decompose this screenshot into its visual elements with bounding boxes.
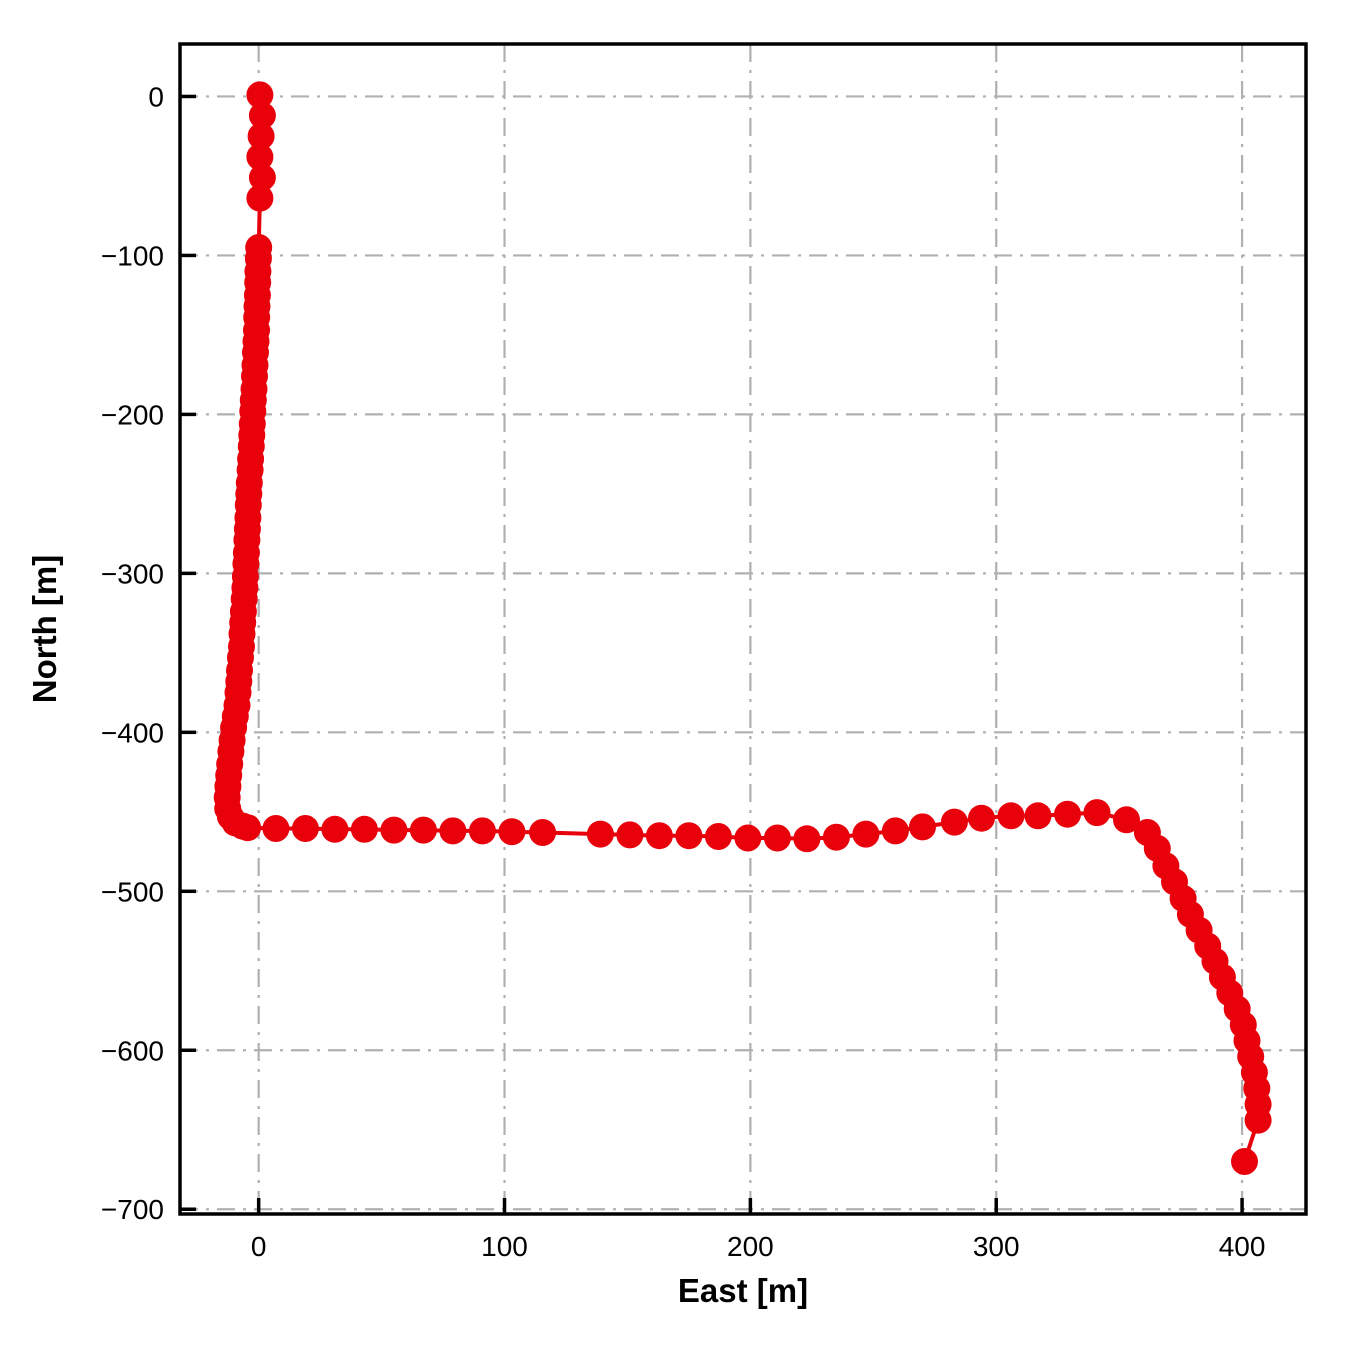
axes-spines [178, 42, 1308, 1216]
trajectory-point-marker [409, 816, 437, 844]
x-tick-label: 0 [251, 1231, 267, 1262]
trajectory-point-marker [350, 815, 378, 843]
trajectory-series [213, 81, 1272, 1175]
grid-lines [180, 44, 1306, 1214]
trajectory-point-marker [1244, 1106, 1272, 1134]
trajectory-point-marker [321, 815, 349, 843]
trajectory-point-marker [822, 823, 850, 851]
trajectory-point-marker [968, 804, 995, 832]
trajectory-point-marker [704, 823, 732, 850]
trajectory-point-marker [909, 813, 936, 841]
tick-marks [180, 94, 1244, 1214]
trajectory-point-marker [1024, 802, 1052, 830]
trajectory-point-marker [291, 815, 319, 842]
x-axis-label: East [m] [678, 1272, 808, 1309]
y-tick-label: −200 [101, 399, 164, 430]
trajectory-point-marker [498, 818, 526, 846]
trajectory-point-marker [234, 814, 262, 842]
trajectory-point-marker [468, 817, 496, 845]
trajectory-point-marker [246, 184, 274, 212]
y-tick-label: −600 [101, 1035, 164, 1066]
x-tick-label: 100 [481, 1231, 528, 1262]
trajectory-point-marker [734, 824, 762, 852]
trajectory-point-marker [645, 822, 673, 850]
trajectory-point-marker [1054, 800, 1081, 828]
trajectory-point-marker [1083, 799, 1111, 827]
y-tick-label: −700 [101, 1194, 164, 1225]
x-tick-label: 300 [973, 1231, 1020, 1262]
y-tick-label: −500 [101, 876, 164, 907]
y-tick-label: −400 [101, 717, 164, 748]
y-tick-label: −100 [101, 240, 164, 271]
tick-labels: 0 100 200 300 400 0 −100 −200 −300 −400 −500 −600 −7… [101, 81, 1266, 1262]
trajectory-point-marker [852, 820, 880, 848]
trajectory-point-marker [262, 815, 290, 842]
x-tick-label: 200 [727, 1231, 774, 1262]
y-tick-label: 0 [148, 81, 164, 112]
trajectory-point-marker [940, 808, 968, 836]
trajectory-point-marker [586, 820, 614, 848]
trajectory-point-marker [763, 824, 791, 852]
y-tick-label: −300 [101, 558, 164, 589]
trajectory-point-marker [248, 102, 276, 129]
y-axis-label: North [m] [26, 555, 63, 703]
trajectory-point-marker [529, 819, 557, 846]
plot-border [178, 42, 1308, 1216]
trajectory-point-marker [1113, 806, 1140, 834]
trajectory-point-marker [881, 817, 909, 845]
trajectory-point-marker [246, 81, 274, 109]
x-tick-label: 400 [1219, 1231, 1266, 1262]
trajectory-point-marker [616, 821, 644, 849]
trajectory-point-marker [439, 817, 467, 845]
trajectory-point-marker [380, 816, 408, 844]
trajectory-point-marker [1231, 1148, 1258, 1175]
trajectory-point-marker [246, 143, 274, 171]
trajectory-point-marker [997, 802, 1025, 830]
trajectory-point-marker [675, 822, 703, 850]
trajectory-point-marker [247, 122, 275, 150]
trajectory-point-marker [248, 164, 276, 191]
trajectory-point-marker [793, 825, 821, 853]
